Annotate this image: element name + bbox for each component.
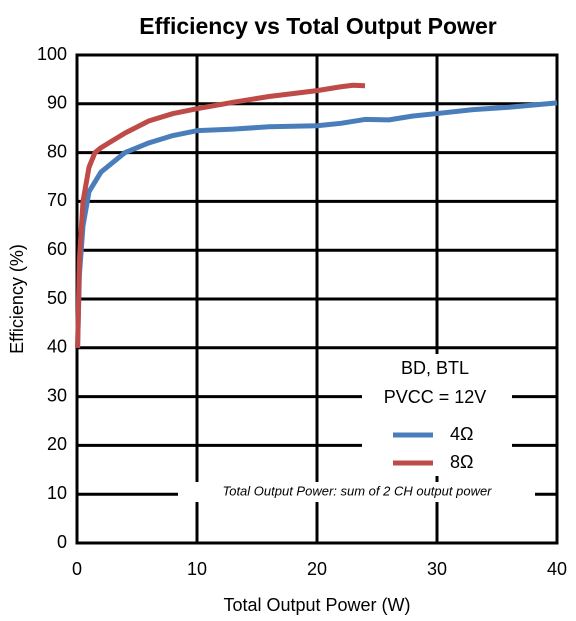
annotation: BD, BTL (401, 358, 469, 378)
legend-label: 8Ω (450, 452, 473, 472)
y-tick-label: 20 (47, 434, 67, 454)
x-tick-label: 10 (187, 559, 207, 579)
y-tick-label: 70 (47, 190, 67, 210)
y-tick-label: 50 (47, 288, 67, 308)
y-tick-label: 80 (47, 141, 67, 161)
note: Total Output Power: sum of 2 CH output p… (222, 483, 492, 498)
y-tick-label: 30 (47, 385, 67, 405)
legend-label: 4Ω (450, 424, 473, 444)
chart: Efficiency vs Total Output Power Total O… (0, 0, 576, 621)
y-axis-title: Efficiency (%) (7, 244, 27, 354)
y-tick-label: 0 (57, 532, 67, 552)
x-tick-label: 40 (547, 559, 567, 579)
x-tick-label: 30 (427, 559, 447, 579)
x-tick-label: 20 (307, 559, 327, 579)
y-tick-label: 40 (47, 337, 67, 357)
chart-title: Efficiency vs Total Output Power (139, 13, 496, 39)
y-tick-label: 60 (47, 239, 67, 259)
x-axis-title: Total Output Power (W) (223, 595, 410, 615)
x-tick-label: 0 (72, 559, 82, 579)
y-tick-label: 10 (47, 483, 67, 503)
y-tick-label: 100 (37, 44, 67, 64)
annotation: PVCC = 12V (384, 387, 487, 407)
y-tick-label: 90 (47, 93, 67, 113)
